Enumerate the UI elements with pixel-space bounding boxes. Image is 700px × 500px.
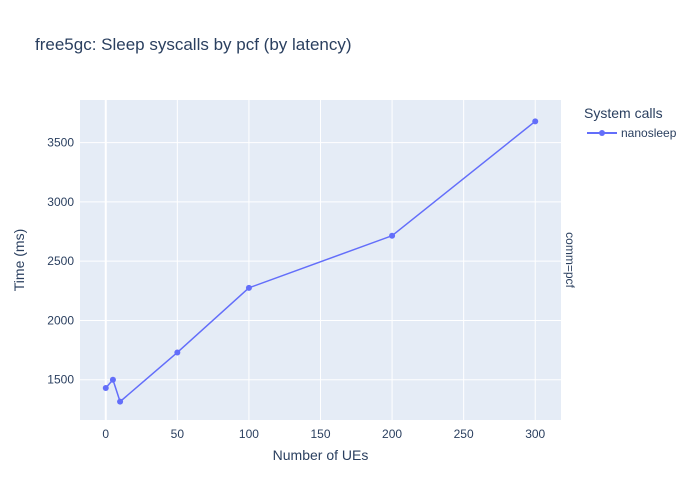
y-tick-label: 3000 (47, 195, 74, 209)
y-tick-label: 2500 (47, 254, 74, 268)
series (102, 118, 539, 405)
data-point[interactable] (117, 398, 124, 405)
y-axis-title: Time (ms) (11, 229, 27, 291)
facet-label: comm=pcf (563, 232, 577, 288)
legend-title: System calls (584, 105, 663, 121)
y-ticks: 1500 2000 2500 3000 3500 (47, 136, 74, 387)
y-tick-label: 3500 (47, 136, 74, 150)
y-tick-label: 2000 (47, 313, 74, 327)
legend-marker (599, 130, 605, 136)
x-tick-label: 50 (171, 427, 185, 441)
data-point[interactable] (532, 118, 539, 125)
x-tick-label: 300 (525, 427, 545, 441)
data-point[interactable] (174, 349, 181, 356)
data-point[interactable] (102, 385, 109, 391)
y-tick-label: 1500 (47, 373, 74, 387)
data-point[interactable] (389, 232, 396, 239)
x-tick-label: 200 (382, 427, 402, 441)
x-ticks: 0 50 100 150 200 250 300 (102, 427, 545, 441)
x-tick-label: 150 (310, 427, 330, 441)
data-point[interactable] (245, 284, 252, 291)
legend-item[interactable]: nanosleep (587, 126, 677, 140)
chart-title: free5gc: Sleep syscalls by pcf (by laten… (35, 35, 352, 54)
x-axis-title: Number of UEs (273, 447, 369, 463)
x-tick-label: 0 (102, 427, 109, 441)
x-tick-label: 250 (454, 427, 474, 441)
x-tick-label: 100 (239, 427, 259, 441)
data-point[interactable] (109, 376, 116, 383)
legend-label: nanosleep (621, 126, 677, 140)
